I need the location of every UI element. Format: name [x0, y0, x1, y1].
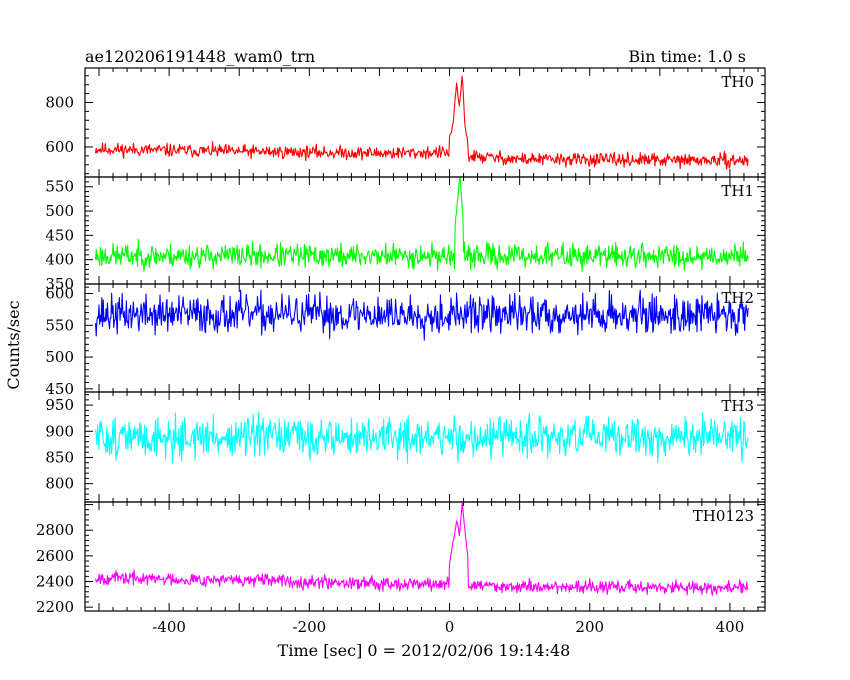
panel-th1: 350 400 450 500 550 TH1: [45, 176, 766, 293]
panel-frame: [84, 283, 766, 393]
y-tick-label: 500: [45, 348, 74, 366]
x-axis-label: Time [sec] 0 = 2012/02/06 19:14:48: [278, 641, 571, 660]
y-tick-label: 600: [45, 138, 74, 156]
y-tick-label: 2800: [36, 521, 74, 539]
panel-name-label: TH1: [721, 182, 754, 200]
x-tick-label: 0: [445, 618, 455, 636]
x-axis: -400 -200 0 200 400: [152, 618, 744, 636]
y-tick-label: 550: [45, 316, 74, 334]
panels-group: 600 800 TH0 350 400 450 500 550 TH1 450 500 550 600 T…: [36, 67, 766, 616]
trace-th0123: [94, 502, 749, 596]
y-tick-label: 400: [45, 251, 74, 269]
y-tick-label: 800: [45, 475, 74, 493]
y-tick-label: 450: [45, 380, 74, 398]
y-tick-label: 500: [45, 202, 74, 220]
y-tick-label: 2200: [36, 598, 74, 616]
panel-frame: [84, 176, 766, 285]
x-tick-label: 200: [575, 618, 604, 636]
chart-title-right: Bin time: 1.0 s: [628, 47, 746, 66]
chart-title-left: ae120206191448_wam0_trn: [85, 47, 315, 66]
panel-name-label: TH0123: [693, 507, 754, 525]
y-axis-label: Counts/sec: [4, 300, 23, 389]
panel-name-label: TH2: [721, 289, 754, 307]
trace-th2: [94, 289, 749, 341]
trace-th3: [94, 411, 749, 464]
x-tick-label: 400: [716, 618, 745, 636]
x-tick-label: -200: [292, 618, 326, 636]
y-tick-label: 2400: [36, 573, 74, 591]
y-tick-label: 350: [45, 275, 74, 293]
panel-name-label: TH0: [721, 73, 754, 91]
y-tick-label: 800: [45, 93, 74, 111]
x-tick-label: -400: [152, 618, 186, 636]
y-tick-label: 950: [45, 396, 74, 414]
y-tick-label: 850: [45, 448, 74, 466]
trace-th0: [94, 75, 749, 170]
panel-frame: [84, 501, 766, 612]
y-tick-label: 450: [45, 226, 74, 244]
y-tick-label: 550: [45, 178, 74, 196]
panel-th2: 450 500 550 600 TH2: [45, 283, 766, 398]
panel-th3: 800 850 900 950 TH3: [45, 391, 766, 503]
y-tick-label: 900: [45, 422, 74, 440]
y-tick-label: 2600: [36, 547, 74, 565]
y-tick-label: 600: [45, 285, 74, 303]
trace-th1: [94, 177, 749, 272]
panel-th0123: 2200 2400 2600 2800 TH0123: [36, 501, 766, 616]
panel-name-label: TH3: [721, 397, 754, 415]
panel-frame: [84, 391, 766, 503]
panel-th0: 600 800 TH0: [45, 67, 766, 178]
